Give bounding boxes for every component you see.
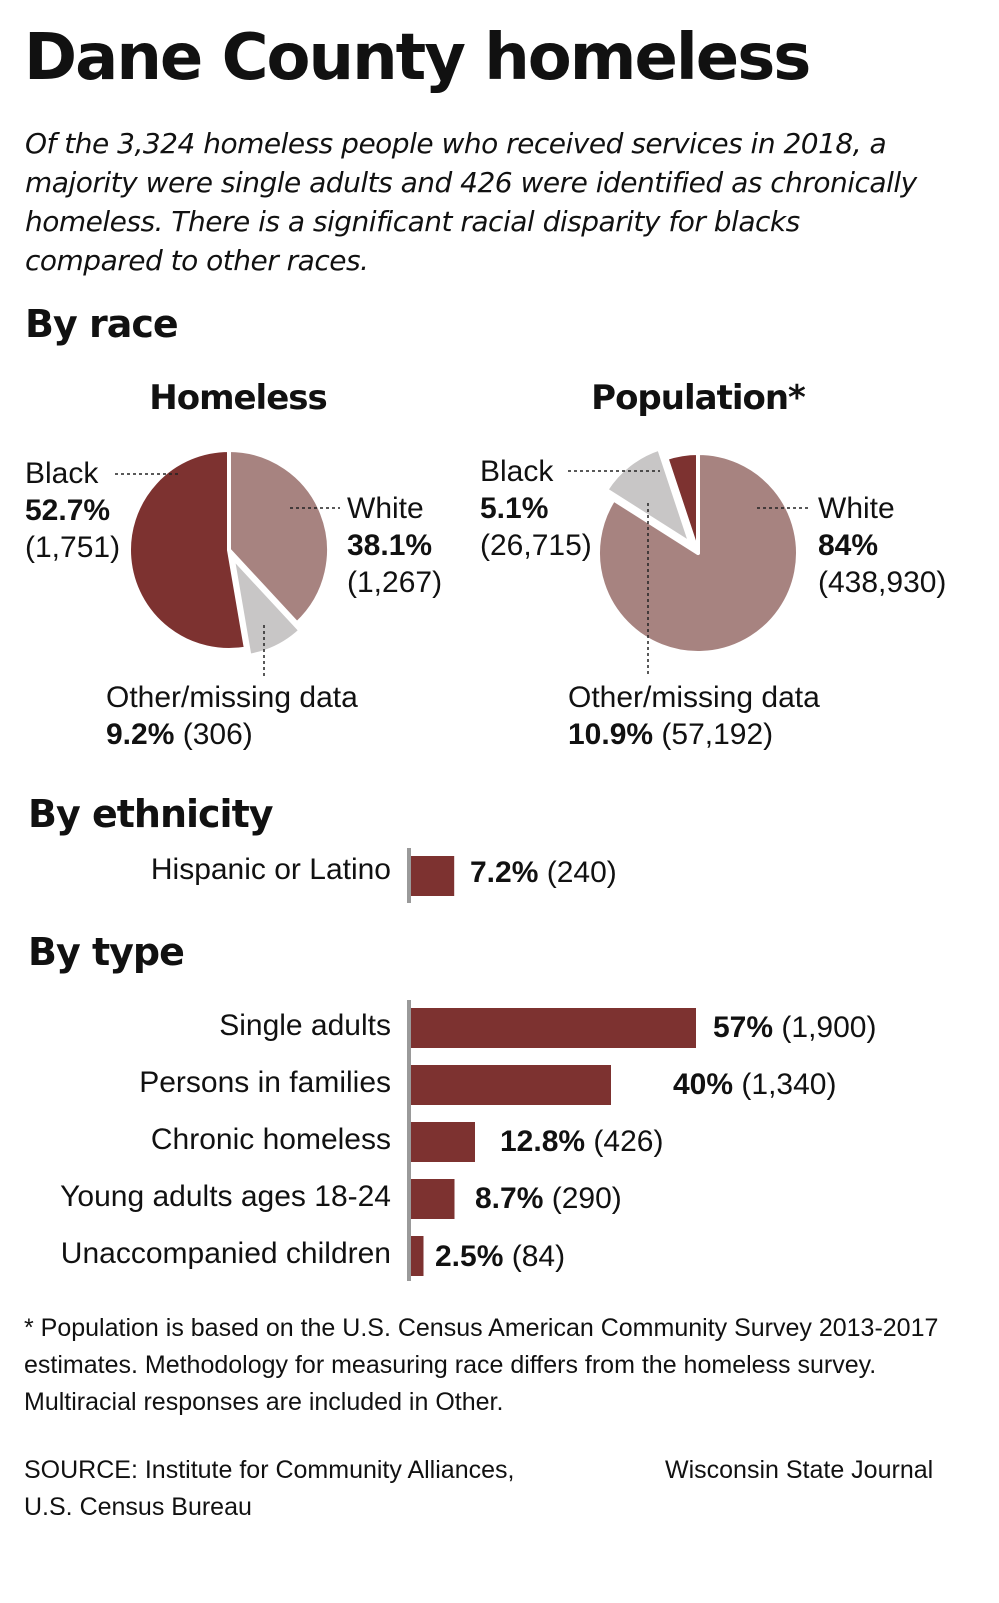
bar-hispanic <box>411 856 455 896</box>
pie-leader-lines <box>115 470 810 676</box>
section-heading-race: By race <box>25 302 179 346</box>
section-heading-type: By type <box>28 930 185 974</box>
bar-value-chronic-homeless: 12.8% (426) <box>500 1125 664 1158</box>
homeless-other-label: Other/missing data 9.2% (306) <box>106 681 358 751</box>
homeless-slice-white <box>227 448 331 626</box>
intro-text: Of the 3,324 homeless people who receive… <box>25 127 917 277</box>
population-slice-black <box>664 451 700 555</box>
bar-label-young-adults: Young adults ages 18-24 <box>60 1180 391 1213</box>
source: SOURCE: Institute for Community Alliance… <box>24 1456 515 1521</box>
homeless-slice-other <box>230 555 303 658</box>
section-heading-ethnicity: By ethnicity <box>28 792 274 836</box>
bar-value-hispanic: 7.2% (240) <box>470 856 617 889</box>
bar-value-single-adults: 57% (1,900) <box>713 1011 877 1044</box>
bar-chronic-homeless <box>411 1122 475 1162</box>
bar-value-young-adults: 8.7% (290) <box>475 1182 622 1215</box>
bar-persons-in-families <box>411 1065 611 1105</box>
bar-label-persons-in-families: Persons in families <box>139 1066 391 1099</box>
homeless-pie <box>126 448 331 658</box>
homeless-black-label: Black 52.7% (1,751) <box>25 457 121 564</box>
bar-label-unaccompanied-children: Unaccompanied children <box>60 1237 391 1270</box>
population-other-label: Other/missing data 10.9% (57,192) <box>568 681 820 751</box>
population-pie <box>596 446 800 655</box>
population-black-label: Black 5.1% (26,715) <box>480 455 592 562</box>
population-slice-other <box>604 446 693 546</box>
homeless-slice-black <box>126 448 248 652</box>
footnote: * Population is based on the U.S. Census… <box>24 1314 939 1416</box>
bar-value-persons-in-families: 40% (1,340) <box>673 1068 837 1101</box>
bar-value-unaccompanied-children: 2.5% (84) <box>435 1240 566 1273</box>
population-pie-title: Population* <box>591 378 806 418</box>
bar-unaccompanied-children <box>411 1236 424 1276</box>
bar-label-single-adults: Single adults <box>219 1009 391 1042</box>
bar-young-adults <box>411 1179 455 1219</box>
bar-single-adults <box>411 1008 696 1048</box>
publisher-credit: Wisconsin State Journal <box>665 1456 934 1484</box>
bar-label-chronic-homeless: Chronic homeless <box>150 1123 391 1156</box>
page-title: Dane County homeless <box>24 21 811 95</box>
homeless-pie-title: Homeless <box>149 378 328 418</box>
bar-label-hispanic: Hispanic or Latino <box>150 853 391 886</box>
population-white-label: White 84% (438,930) <box>818 492 947 599</box>
bar-marks <box>411 856 696 1276</box>
homeless-white-label: White 38.1% (1,267) <box>347 492 443 599</box>
